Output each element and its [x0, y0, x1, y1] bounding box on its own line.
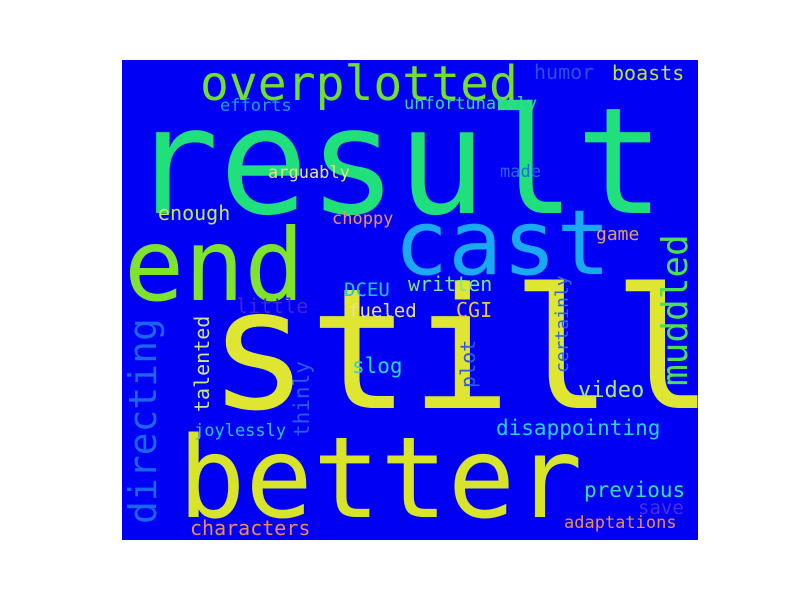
word-boasts: boasts	[612, 61, 685, 85]
word-result: result	[130, 76, 665, 248]
word-written: written	[408, 272, 493, 296]
word-directing: directing	[122, 318, 165, 524]
word-slog: slog	[352, 354, 403, 378]
word-game: game	[596, 224, 640, 245]
word-made: made	[500, 162, 541, 182]
word-video: video	[578, 378, 645, 403]
word-cgi: CGI	[456, 298, 493, 322]
word-disappointing: disappointing	[496, 416, 661, 440]
word-adaptations: adaptations	[564, 513, 677, 533]
word-thinly: thinly	[290, 361, 314, 437]
word-talented: talented	[190, 315, 214, 412]
word-arguably: arguably	[268, 163, 350, 183]
word-choppy: choppy	[332, 209, 394, 229]
word-little: little	[236, 294, 309, 318]
word-characters: characters	[190, 516, 311, 540]
word-muddled: muddled	[655, 234, 696, 386]
word-efforts: efforts	[220, 96, 292, 116]
word-end: end	[124, 207, 305, 324]
word-save: save	[638, 497, 684, 519]
word-still: still	[208, 252, 698, 448]
word-unfortunately: unfortunately	[404, 94, 538, 114]
word-better: better	[178, 414, 583, 540]
word-humor: humor	[534, 60, 595, 84]
word-plot: plot	[456, 339, 480, 388]
word-dceu: DCEU	[344, 279, 390, 301]
word-cast: cast	[394, 191, 611, 296]
word-cloud: result still better end cast overplotted…	[122, 60, 698, 540]
word-joylessly: joylessly	[194, 421, 287, 441]
word-enough: enough	[158, 201, 231, 225]
word-overplotted: overplotted	[200, 60, 518, 112]
word-certainly: certainly	[552, 275, 573, 373]
word-fueled: fueled	[348, 300, 417, 322]
word-previous: previous	[584, 478, 686, 502]
